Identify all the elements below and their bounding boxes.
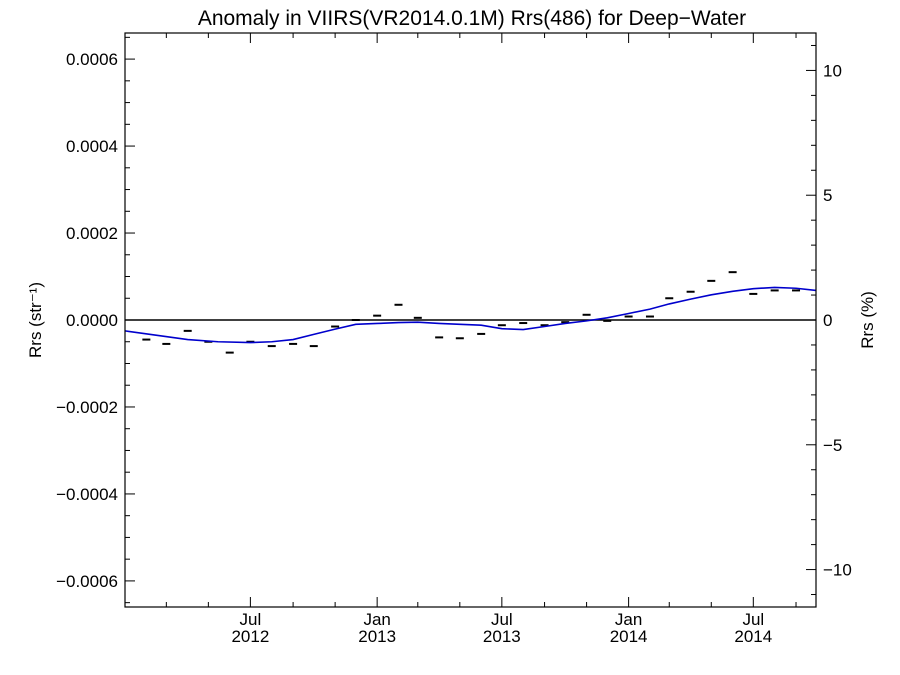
x-tick-label-month: Jul — [491, 610, 513, 629]
x-tick-label-month: Jul — [240, 610, 262, 629]
plot-area: 0.0006 0.0004 0.0002 0.0000 −0.0002 −0.0004 −0… — [56, 33, 852, 646]
x-tick-label-month: Jul — [742, 610, 764, 629]
x-tick-label-month: Jan — [363, 610, 390, 629]
y-axis-label-left: Rrs (str⁻¹) — [26, 282, 45, 358]
y-right-tick-label: 0 — [823, 311, 832, 330]
y-left-tick-label: 0.0004 — [66, 137, 118, 156]
y-right-tick-label: 5 — [823, 186, 832, 205]
trend-line — [124, 286, 817, 344]
y-left-tick-label: 0.0000 — [66, 311, 118, 330]
y-right-tick-label: −10 — [823, 561, 852, 580]
y-left-tick-label: −0.0006 — [56, 572, 118, 591]
x-tick-label-year: 2014 — [610, 627, 648, 646]
y-left-tick-label: −0.0004 — [56, 485, 118, 504]
plot-frame — [124, 32, 817, 608]
x-tick-label-month: Jan — [615, 610, 642, 629]
y-left-tick-label: −0.0002 — [56, 398, 118, 417]
y-left-tick-label: 0.0002 — [66, 224, 118, 243]
x-tick-label-year: 2013 — [483, 627, 521, 646]
y-left-tick-label: 0.0006 — [66, 50, 118, 69]
x-tick-label-year: 2012 — [231, 627, 269, 646]
chart-title: Anomaly in VIIRS(VR2014.0.1M) Rrs(486) f… — [198, 7, 746, 30]
x-tick-label-year: 2014 — [734, 627, 772, 646]
y-right-tick-label: −5 — [823, 436, 842, 455]
x-tick-label-year: 2013 — [358, 627, 396, 646]
y-right-tick-label: 10 — [823, 61, 842, 80]
y-axis-label-right: Rrs (%) — [858, 291, 877, 349]
